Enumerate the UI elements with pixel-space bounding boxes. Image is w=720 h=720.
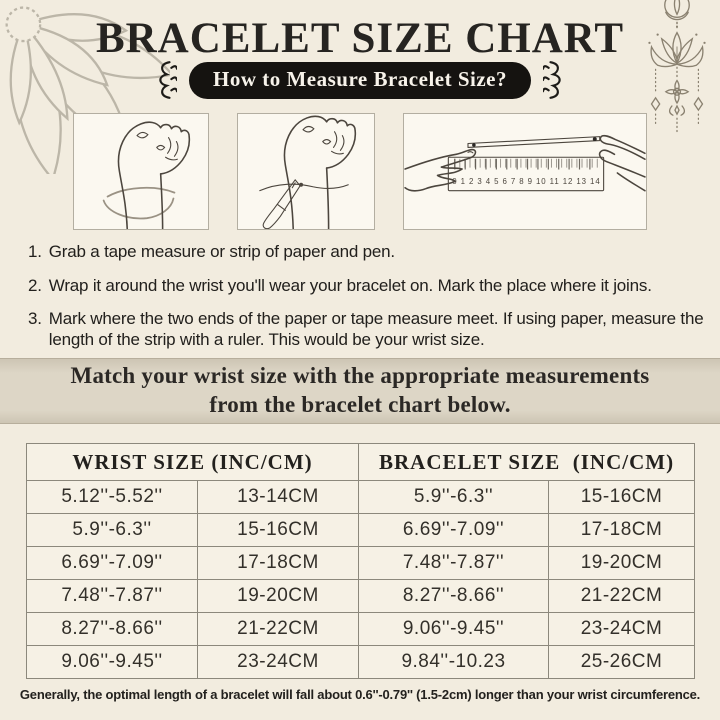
wrist-inch-cell: 7.48''-7.87''	[26, 579, 198, 613]
size-chart-table: WRIST SIZE (INC/CM) BRACELET SIZE (INC/C…	[25, 443, 696, 679]
wrist-cm-cell: 15-16CM	[196, 513, 360, 547]
table-row: 6.69''-7.09'' 17-18CM 7.48''-7.87'' 19-2…	[26, 546, 696, 580]
banner-line-1: Match your wrist size with the appropria…	[70, 363, 650, 389]
bracelet-inch-cell: 7.48''-7.87''	[358, 546, 550, 580]
instruction-step-2: 2. Wrap it around the wrist you'll wear …	[28, 276, 706, 297]
wrist-cm-cell: 21-22CM	[196, 612, 360, 646]
mark-wrist-illustration	[237, 113, 375, 230]
ruler-numbers: 0 1 2 3 4 5 6 7 8 9 10 11 12 13 14	[452, 177, 600, 186]
bracelet-inch-cell: 8.27''-8.66''	[358, 579, 550, 613]
lotus-ornament-icon	[648, 0, 706, 134]
flourish-right-icon	[543, 61, 561, 99]
bracelet-size-header: BRACELET SIZE (INC/CM)	[358, 443, 696, 481]
step-number: 2.	[28, 275, 42, 295]
wrist-inch-cell: 6.69''-7.09''	[26, 546, 198, 580]
table-header-row: WRIST SIZE (INC/CM) BRACELET SIZE (INC/C…	[25, 443, 696, 481]
bracelet-cm-cell: 25-26CM	[548, 645, 696, 679]
how-to-measure-badge: How to Measure Bracelet Size?	[188, 61, 532, 99]
ruler-measure-illustration: 0 1 2 3 4 5 6 7 8 9 10 11 12 13 14	[403, 113, 647, 230]
bracelet-cm-cell: 17-18CM	[548, 513, 696, 547]
wrap-tape-illustration	[73, 113, 209, 230]
page-title: BRACELET SIZE CHART	[95, 15, 625, 62]
flourish-left-icon	[159, 61, 177, 99]
table-row: 7.48''-7.87'' 19-20CM 8.27''-8.66'' 21-2…	[26, 579, 696, 613]
table-row: 9.06''-9.45'' 23-24CM 9.84''-10.23 25-26…	[26, 645, 696, 679]
wrist-cm-cell: 17-18CM	[196, 546, 360, 580]
wrist-size-header: WRIST SIZE (INC/CM)	[25, 443, 360, 481]
step-text: Grab a tape measure or strip of paper an…	[48, 242, 395, 261]
table-row: 5.12''-5.52'' 13-14CM 5.9''-6.3'' 15-16C…	[26, 480, 696, 514]
bracelet-inch-cell: 6.69''-7.09''	[358, 513, 550, 547]
step-number: 3.	[28, 309, 42, 329]
step-number: 1.	[28, 242, 42, 261]
badge-row: How to Measure Bracelet Size?	[0, 59, 720, 101]
instructions: 1. Grab a tape measure or strip of paper…	[28, 242, 706, 364]
wrist-cm-cell: 23-24CM	[196, 645, 360, 679]
step-text: Wrap it around the wrist you'll wear you…	[48, 275, 652, 295]
bracelet-cm-cell: 19-20CM	[548, 546, 696, 580]
wrist-cm-cell: 19-20CM	[196, 579, 360, 613]
banner-line-2: from the bracelet chart below.	[209, 392, 511, 417]
bracelet-cm-cell: 15-16CM	[548, 480, 696, 514]
bracelet-inch-cell: 5.9''-6.3''	[358, 480, 550, 514]
bracelet-inch-cell: 9.84''-10.23	[358, 645, 550, 679]
instruction-step-1: 1. Grab a tape measure or strip of paper…	[28, 242, 706, 263]
wrist-cm-cell: 13-14CM	[196, 480, 360, 514]
wrist-inch-cell: 9.06''-9.45''	[26, 645, 198, 679]
illustration-row: 0 1 2 3 4 5 6 7 8 9 10 11 12 13 14	[0, 113, 720, 230]
bracelet-cm-cell: 21-22CM	[548, 579, 696, 613]
wrist-inch-cell: 5.12''-5.52''	[26, 480, 198, 514]
instruction-step-3: 3. Mark where the two ends of the paper …	[28, 309, 706, 350]
bracelet-cm-cell: 23-24CM	[548, 612, 696, 646]
wrist-inch-cell: 5.9''-6.3''	[26, 513, 198, 547]
bracelet-inch-cell: 9.06''-9.45''	[358, 612, 550, 646]
match-size-banner: Match your wrist size with the appropria…	[0, 358, 720, 424]
wrist-inch-cell: 8.27''-8.66''	[26, 612, 198, 646]
table-row: 8.27''-8.66'' 21-22CM 9.06''-9.45'' 23-2…	[26, 612, 696, 646]
table-row: 5.9''-6.3'' 15-16CM 6.69''-7.09'' 17-18C…	[26, 513, 696, 547]
footer-note: Generally, the optimal length of a brace…	[19, 687, 701, 702]
step-text: Mark where the two ends of the paper or …	[48, 309, 704, 350]
